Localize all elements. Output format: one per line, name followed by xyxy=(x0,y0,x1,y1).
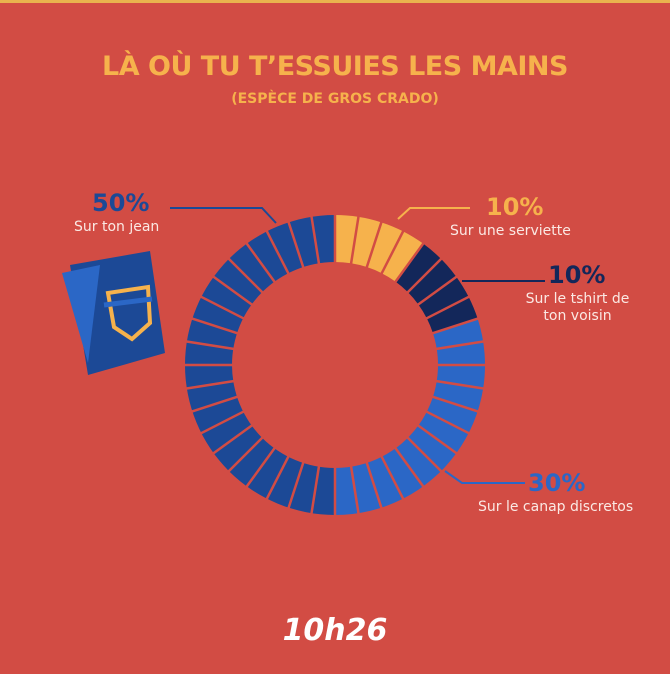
segment-gap xyxy=(199,295,245,320)
segment-gap xyxy=(416,423,458,455)
segment-gap xyxy=(349,215,360,265)
segment-gap xyxy=(199,410,245,435)
segment-gap xyxy=(416,275,458,307)
segment-gap xyxy=(265,455,290,501)
chart xyxy=(62,207,545,516)
segment-gap xyxy=(435,340,485,351)
chart-title: LÀ OÙ TU T’ESSUIES LES MAINS xyxy=(102,51,568,82)
segment-gap xyxy=(245,242,277,284)
segment-gap xyxy=(212,275,254,307)
segment-gap xyxy=(380,229,405,275)
segment-gap xyxy=(191,317,239,335)
segment-gap xyxy=(287,221,305,269)
donut-slice xyxy=(185,215,335,515)
segment-gap xyxy=(425,295,471,320)
value-label: 50% xyxy=(92,189,150,217)
segment-gap xyxy=(191,395,239,413)
segment-gap xyxy=(365,221,383,269)
segment-gap xyxy=(185,379,235,390)
segment-gap xyxy=(349,465,360,515)
jean-icon xyxy=(62,251,165,375)
segment-gap xyxy=(393,242,425,284)
category-label: Sur le tshirt de ton voisin xyxy=(525,291,630,324)
segment-gap xyxy=(431,395,479,413)
chart-subtitle: (ESPÈCE DE GROS CRADO) xyxy=(231,91,439,107)
category-label: Sur ton jean xyxy=(74,219,160,235)
segment-gap xyxy=(310,465,321,515)
segment-gap xyxy=(227,436,264,473)
segment-gap xyxy=(185,340,235,351)
segment-gap xyxy=(227,257,264,294)
value-label: 30% xyxy=(528,469,586,497)
segment-gap xyxy=(425,410,471,435)
segment-gap xyxy=(212,423,254,455)
segment-gap xyxy=(406,257,443,294)
value-label: 10% xyxy=(486,193,544,221)
segment-gap xyxy=(431,317,479,335)
segment-gap xyxy=(393,446,425,488)
leader-lines xyxy=(170,207,545,484)
segment-gap xyxy=(287,461,305,509)
segment-gap xyxy=(435,379,485,390)
segment-gap xyxy=(245,446,277,488)
value-label: 10% xyxy=(548,261,606,289)
donut-slice xyxy=(335,318,485,515)
segment-gap xyxy=(365,461,383,509)
brand-logo: 10h26 xyxy=(282,613,388,648)
segment-gap xyxy=(380,455,405,501)
segment-gap xyxy=(265,229,290,275)
category-label: Sur le canap discretos xyxy=(478,499,634,515)
segment-gap xyxy=(310,215,321,265)
segment-gap xyxy=(406,436,443,473)
donut-slice xyxy=(395,243,478,334)
category-label: Sur une serviette xyxy=(450,223,571,239)
